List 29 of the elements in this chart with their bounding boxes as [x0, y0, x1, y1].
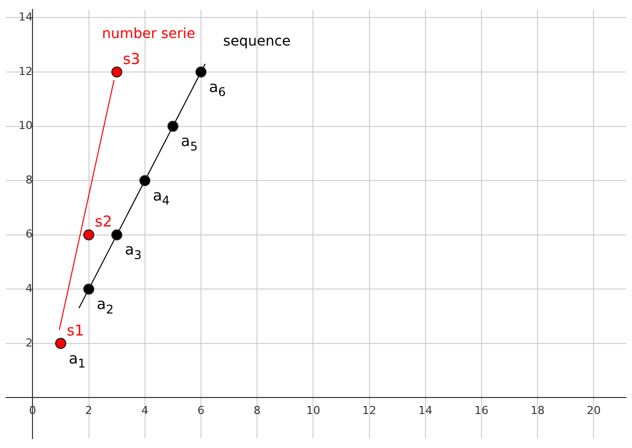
- y-tick-label: 10: [18, 119, 33, 132]
- x-tick-label: 6: [197, 404, 204, 418]
- x-tick-label: 18: [530, 404, 545, 418]
- x-tick-label: 12: [362, 404, 376, 418]
- x-tick-label: 10: [306, 404, 320, 418]
- x-tick-label: 8: [254, 404, 261, 418]
- point: [167, 120, 178, 132]
- point: [111, 66, 122, 78]
- y-tick-label: 14: [18, 10, 33, 24]
- series-label: sequence: [223, 34, 291, 50]
- text: number serie: [102, 26, 196, 42]
- annotation: s1: [66, 321, 84, 340]
- x-tick-label: 16: [474, 404, 489, 418]
- y-tick-label: 8: [26, 173, 33, 186]
- point: [83, 229, 94, 240]
- x-tick-label: 14: [418, 404, 432, 418]
- y-tick-label: 6: [26, 228, 33, 241]
- y-tick-label: 4: [26, 282, 33, 295]
- x-tick-label: 20: [586, 404, 601, 418]
- x-tick-label: 4: [141, 404, 148, 418]
- x-tick-label: 2: [85, 404, 92, 418]
- point: [111, 229, 122, 240]
- annotation: s2: [94, 212, 112, 231]
- point: [195, 66, 206, 78]
- annotation: s3: [122, 50, 140, 68]
- y-tick-label: 12: [18, 64, 33, 78]
- y-tick-label: 2: [26, 336, 33, 350]
- point: [83, 284, 94, 295]
- point: [139, 175, 150, 186]
